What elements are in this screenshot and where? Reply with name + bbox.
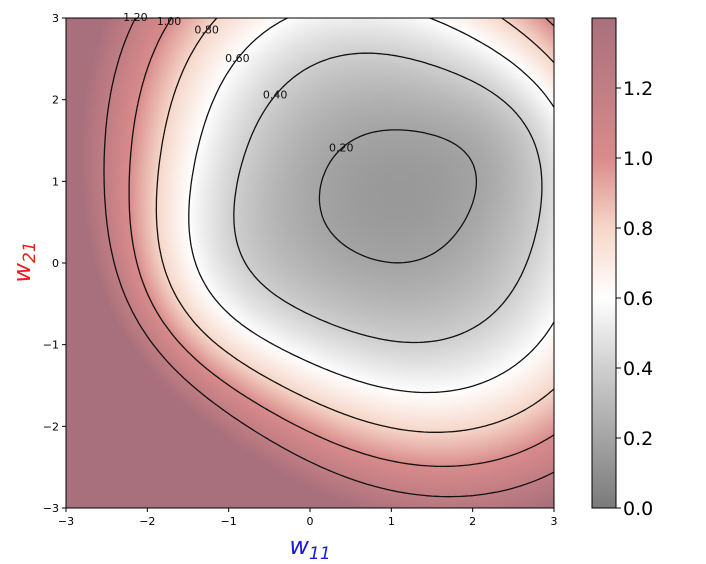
x-tick-label: 3 <box>551 515 558 528</box>
contour-label: 0.80 <box>194 23 219 36</box>
y-axis-label: w21 <box>8 241 40 282</box>
contour-label: 1.00 <box>157 15 182 28</box>
colorbar-tick-label: 1.0 <box>623 148 653 170</box>
density-field <box>66 18 554 508</box>
y-tick-label: 1 <box>52 175 59 188</box>
colorbar-tick-label: 1.2 <box>623 78 653 100</box>
contour-line-1 <box>128 18 554 468</box>
colorbar-tick-label: 0.0 <box>623 498 653 520</box>
x-tick-label: −1 <box>221 515 237 528</box>
colorbar-tick-label: 0.8 <box>623 218 653 240</box>
y-axis-ticks: −3 −2 −1 0 1 2 3 <box>43 12 66 515</box>
colorbar-tick-label: 0.6 <box>623 288 653 310</box>
x-tick-label: 1 <box>388 515 395 528</box>
contour-label: 0.20 <box>329 142 354 155</box>
colorbar-tick-label: 0.2 <box>623 428 653 450</box>
y-tick-label: −3 <box>43 502 59 515</box>
contour-line-0.4 <box>233 52 543 344</box>
contour-line-0.8 <box>155 18 554 433</box>
y-tick-label: 0 <box>52 257 59 270</box>
y-tick-label: −1 <box>43 339 59 352</box>
contour-line-1.2 <box>103 18 554 498</box>
x-tick-label: −3 <box>58 515 74 528</box>
colorbar-ticks: 0.0 0.2 0.4 0.6 0.8 1.0 1.2 <box>616 78 653 520</box>
contour-label: 0.60 <box>225 52 250 65</box>
contour-line-0.2 <box>318 129 478 264</box>
contour-line-0.6 <box>188 18 554 394</box>
colorbar: 0.0 0.2 0.4 0.6 0.8 1.0 1.2 <box>591 17 653 520</box>
x-axis-ticks: −3 −2 −1 0 1 2 3 <box>58 508 558 528</box>
y-tick-label: 2 <box>52 94 59 107</box>
x-tick-label: 0 <box>307 515 314 528</box>
x-tick-label: −2 <box>139 515 155 528</box>
y-tick-label: −2 <box>43 420 59 433</box>
colorbar-gradient <box>591 17 617 509</box>
x-tick-label: 2 <box>469 515 476 528</box>
contour-label: 0.40 <box>263 89 288 102</box>
y-tick-label: 3 <box>52 12 59 25</box>
contour-lines <box>103 18 554 498</box>
colorbar-tick-label: 0.4 <box>623 358 653 380</box>
x-axis-label: w11 <box>289 532 330 564</box>
